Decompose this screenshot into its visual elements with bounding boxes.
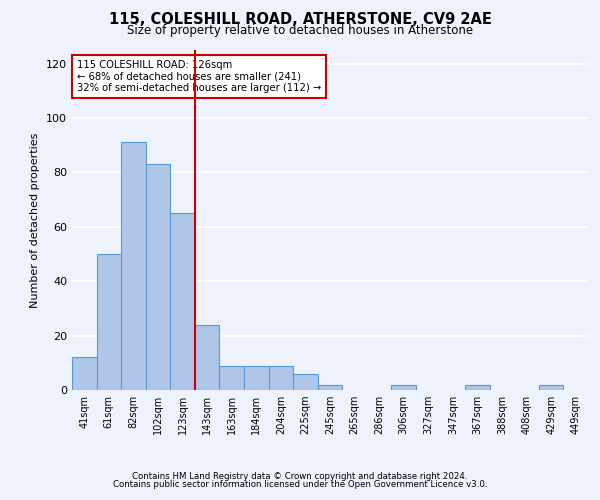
Text: 115 COLESHILL ROAD: 126sqm
← 68% of detached houses are smaller (241)
32% of sem: 115 COLESHILL ROAD: 126sqm ← 68% of deta…	[77, 60, 322, 94]
Bar	[97, 254, 121, 390]
Bar	[539, 384, 563, 390]
Bar	[318, 384, 342, 390]
Bar	[121, 142, 146, 390]
Bar	[146, 164, 170, 390]
Bar	[195, 324, 220, 390]
Y-axis label: Number of detached properties: Number of detached properties	[31, 132, 40, 308]
Text: Size of property relative to detached houses in Atherstone: Size of property relative to detached ho…	[127, 24, 473, 37]
Bar	[465, 384, 490, 390]
Bar	[269, 366, 293, 390]
Text: 115, COLESHILL ROAD, ATHERSTONE, CV9 2AE: 115, COLESHILL ROAD, ATHERSTONE, CV9 2AE	[109, 12, 491, 28]
Bar	[244, 366, 269, 390]
Bar	[72, 358, 97, 390]
Bar	[293, 374, 318, 390]
Bar	[170, 213, 195, 390]
Text: Contains HM Land Registry data © Crown copyright and database right 2024.: Contains HM Land Registry data © Crown c…	[132, 472, 468, 481]
Bar	[220, 366, 244, 390]
Bar	[391, 384, 416, 390]
Text: Contains public sector information licensed under the Open Government Licence v3: Contains public sector information licen…	[113, 480, 487, 489]
